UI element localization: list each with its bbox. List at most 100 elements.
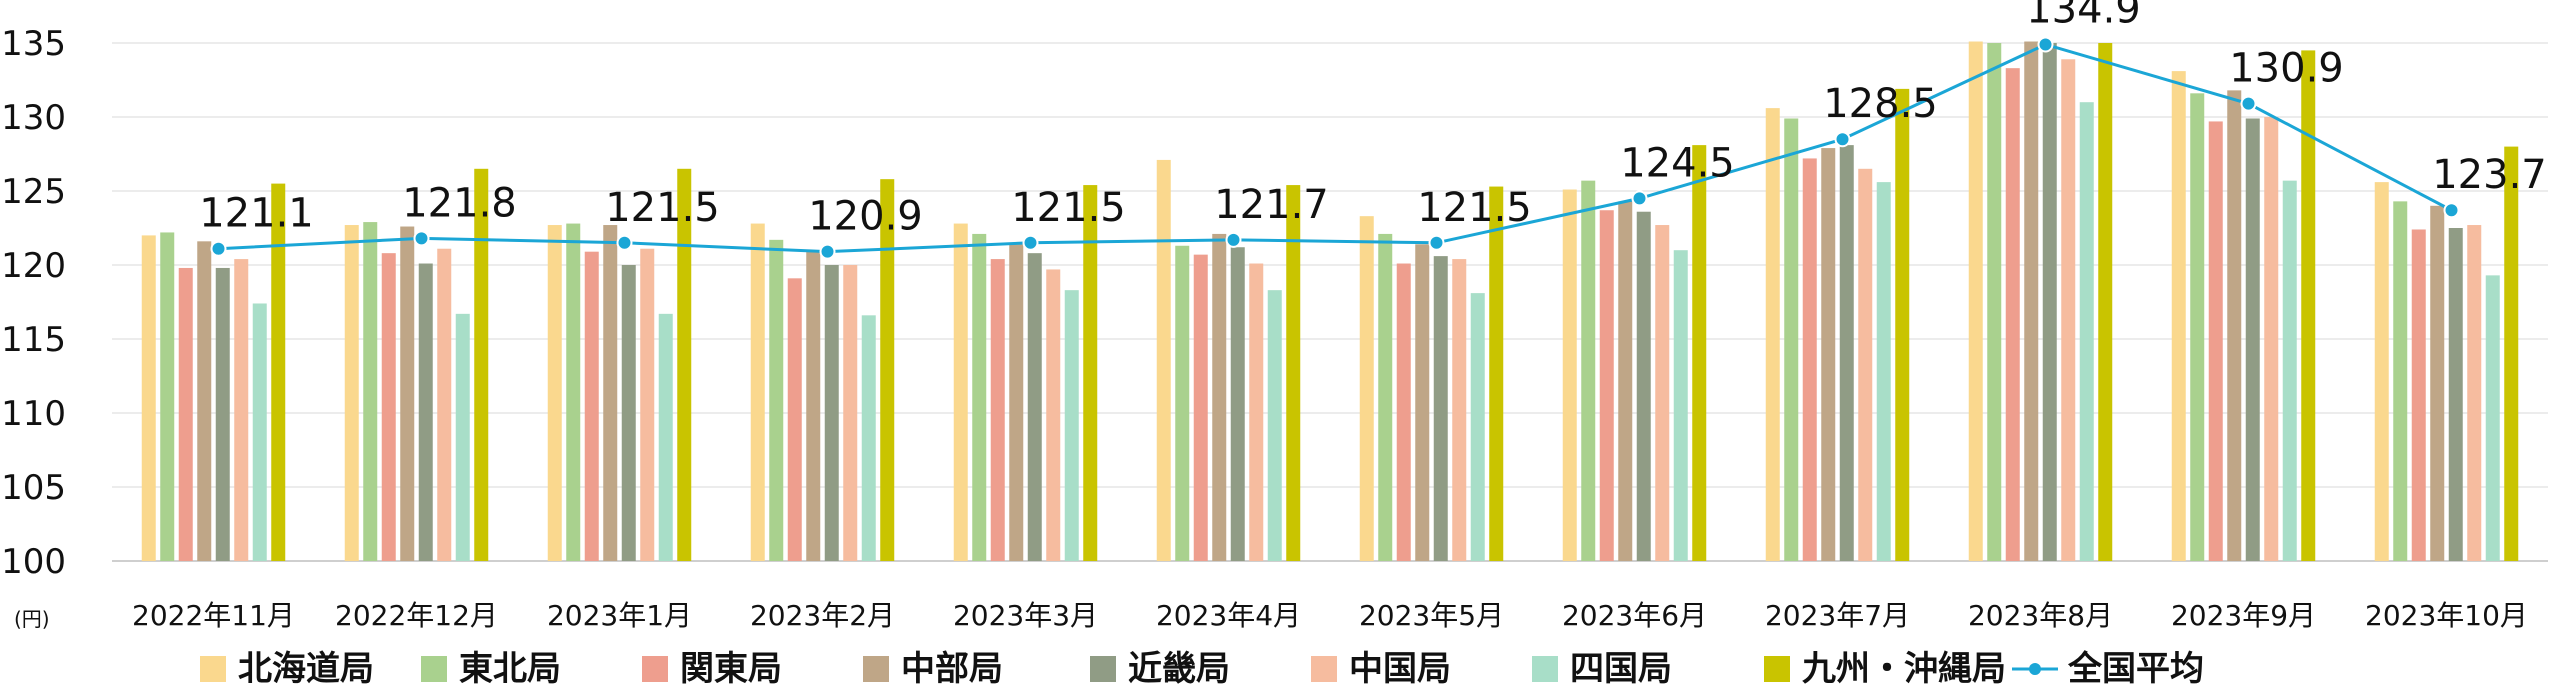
bar-2-3 [787,278,802,561]
average-point [1022,234,1039,251]
x-tick-label: 2023年1月 [547,599,692,632]
average-point [819,243,836,260]
legend-label: 近畿局 [1128,649,1230,689]
bar-3-7 [1618,201,1633,562]
bar-5-7 [1655,225,1670,562]
bar-4-8 [1839,145,1854,561]
bar-0-1 [344,225,359,562]
bar-0-11 [2374,182,2389,561]
bar-5-10 [2264,117,2279,561]
bar-6-3 [861,315,876,561]
bar-0-7 [1562,189,1577,561]
legend-swatch [200,656,226,682]
average-data-label: 128.5 [1823,81,1938,127]
bar-0-10 [2171,71,2186,562]
bar-5-4 [1046,269,1061,561]
bar-0-5 [1156,159,1171,562]
bar-1-8 [1784,118,1799,561]
bar-7-3 [880,179,895,561]
bar-5-6 [1452,259,1467,561]
legend-label: 中国局 [1349,649,1451,689]
bar-2-2 [584,251,599,561]
bar-0-0 [141,235,156,561]
y-tick-label: 105 [1,468,66,508]
average-point [1834,131,1851,148]
bar-3-10 [2227,90,2242,562]
y-tick-label: 110 [1,394,66,434]
average-data-label: 121.5 [1417,185,1532,231]
legend-label: 北海道局 [238,649,374,689]
bar-6-6 [1470,293,1485,561]
bar-6-2 [658,313,673,561]
bar-6-1 [455,313,470,561]
bar-6-11 [2485,275,2500,561]
bar-3-11 [2430,205,2445,562]
bar-0-2 [547,225,562,562]
bar-2-0 [178,267,193,561]
bar-4-6 [1433,256,1448,561]
legend-swatch [1311,656,1337,682]
x-tick-label: 2023年5月 [1359,599,1504,632]
x-tick-label: 2023年10月 [2365,599,2528,632]
bar-2-9 [2005,68,2020,561]
y-tick-label: 115 [1,320,66,360]
bar-6-5 [1267,290,1282,561]
bar-1-3 [769,239,784,561]
average-data-label: 121.5 [1011,185,1126,231]
legend-label: 東北局 [459,649,561,689]
bar-7-5 [1286,185,1301,561]
bar-1-10 [2190,93,2205,561]
bar-4-11 [2448,228,2463,561]
x-tick-label: 2022年11月 [132,599,295,632]
bar-0-8 [1765,108,1780,562]
legend-swatch [421,656,447,682]
average-point [1428,234,1445,251]
y-tick-label: 100 [1,542,66,582]
average-data-label: 121.7 [1214,182,1329,228]
legend-label: 中部局 [901,649,1003,689]
bar-1-1 [363,222,378,561]
bar-7-8 [1895,88,1910,561]
x-tick-label: 2023年2月 [750,599,895,632]
bar-3-4 [1009,242,1024,562]
bar-0-6 [1359,216,1374,561]
average-point [2240,95,2257,112]
y-axis-ticks: 100 105 110 115 120 125 130 135 [1,24,66,582]
x-tick-label: 2023年3月 [953,599,1098,632]
bar-7-10 [2301,50,2316,562]
bar-3-5 [1212,233,1227,562]
bar-3-3 [806,250,821,561]
average-point [2037,36,2054,53]
x-tick-label: 2022年12月 [335,599,498,632]
average-point [210,240,227,257]
bar-7-9 [2098,43,2113,561]
bar-1-6 [1378,233,1393,562]
bar-3-6 [1415,244,1430,561]
average-point [1631,190,1648,207]
legend-label: 全国平均 [2067,649,2204,689]
average-data-label: 120.9 [808,194,923,240]
average-data-label: 121.8 [402,180,517,226]
bar-6-0 [252,303,267,561]
legend-line-marker [2029,663,2041,675]
x-tick-label: 2023年7月 [1765,599,1910,632]
bar-6-7 [1673,250,1688,561]
average-data-label: 130.9 [2229,46,2344,92]
legend: 北海道局 東北局 関東局 中部局 近畿局 中国局 四国局 九州・沖縄局 全国平均 [200,649,2204,689]
x-tick-label: 2023年9月 [2171,599,2316,632]
bar-4-9 [2042,43,2057,561]
bar-6-4 [1064,290,1079,561]
average-data-label: 134.9 [2026,0,2141,32]
bar-6-9 [2079,102,2094,561]
bar-5-0 [234,259,249,561]
bar-3-0 [197,241,212,561]
legend-label: 四国局 [1570,649,1672,689]
bar-4-5 [1230,247,1245,562]
x-tick-label: 2023年8月 [1968,599,2113,632]
legend-swatch [863,656,889,682]
bar-4-3 [824,265,839,561]
average-line: 121.1 121.8 121.5 120.9 121.5 121.7 121.5 124.5… [199,0,2547,260]
bar-2-11 [2411,229,2426,562]
legend-label: 関東局 [680,649,782,689]
x-tick-label: 2023年6月 [1562,599,1707,632]
